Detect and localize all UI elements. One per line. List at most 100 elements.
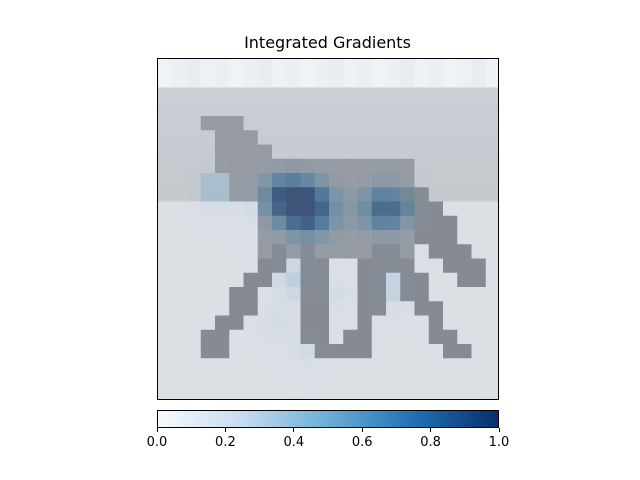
heatmap-cell <box>428 244 444 260</box>
heatmap-cell <box>471 116 487 131</box>
heatmap-cell <box>386 315 401 331</box>
heatmap-cell <box>357 158 373 174</box>
colorbar-tick-label: 0.4 <box>283 435 305 450</box>
heatmap-cell <box>471 187 487 203</box>
heatmap-cell <box>485 116 498 131</box>
heatmap-cell <box>386 158 401 174</box>
heatmap-cell <box>172 130 188 146</box>
heatmap-cell <box>300 116 316 131</box>
heatmap-cell <box>200 230 216 245</box>
heatmap-cell <box>357 59 373 74</box>
heatmap-cell <box>371 372 387 388</box>
heatmap-cell <box>229 258 245 274</box>
heatmap-cell <box>400 344 416 359</box>
heatmap-cell <box>200 201 216 217</box>
heatmap-cell <box>200 187 216 203</box>
heatmap-cell <box>471 244 487 260</box>
heatmap-cell <box>471 344 487 359</box>
colorbar-tick: 0.6 <box>342 428 382 450</box>
heatmap-cell <box>343 301 359 317</box>
colorbar-tick: 0.4 <box>274 428 314 450</box>
tick-mark <box>361 428 363 432</box>
chart-title: Integrated Gradients <box>244 33 411 52</box>
heatmap-cell <box>357 187 373 203</box>
heatmap-svg <box>158 59 498 399</box>
heatmap-cell <box>286 87 302 103</box>
heatmap-cell <box>329 258 344 274</box>
heatmap-cell <box>329 201 344 217</box>
heatmap-cell <box>443 116 458 131</box>
heatmap-cell <box>300 372 316 388</box>
heatmap-cell <box>485 87 498 103</box>
heatmap-cell <box>371 144 387 160</box>
heatmap-cell <box>158 158 173 174</box>
heatmap-cell <box>272 158 287 174</box>
heatmap-cell <box>215 144 230 160</box>
heatmap-cell <box>329 287 344 302</box>
heatmap-cell <box>172 287 188 302</box>
heatmap-cell <box>314 144 330 160</box>
heatmap-cell <box>457 258 473 274</box>
heatmap-cell <box>286 287 302 302</box>
heatmap-cell <box>329 187 344 203</box>
heatmap-cell <box>386 73 401 89</box>
heatmap-cell <box>457 59 473 74</box>
heatmap-cell <box>314 301 330 317</box>
heatmap-cell <box>371 344 387 359</box>
heatmap-cell <box>300 287 316 302</box>
heatmap-cell <box>215 329 230 345</box>
heatmap-cell <box>300 358 316 374</box>
heatmap-cell <box>471 329 487 345</box>
heatmap-cell <box>272 187 287 203</box>
heatmap-cell <box>414 59 430 74</box>
heatmap-cell <box>471 272 487 288</box>
heatmap-cell <box>457 87 473 103</box>
heatmap-cell <box>443 358 458 374</box>
heatmap-cell <box>329 73 344 89</box>
heatmap-cell <box>428 287 444 302</box>
heatmap-cell <box>329 87 344 103</box>
heatmap-cell <box>414 287 430 302</box>
heatmap-cell <box>357 272 373 288</box>
heatmap-cell <box>286 158 302 174</box>
heatmap-cell <box>343 344 359 359</box>
heatmap-cell <box>215 272 230 288</box>
heatmap-cell <box>172 101 188 117</box>
heatmap-cell <box>343 386 359 399</box>
heatmap-cell <box>371 358 387 374</box>
heatmap-cell <box>485 287 498 302</box>
heatmap-cell <box>457 130 473 146</box>
heatmap-cell <box>243 372 259 388</box>
heatmap-cell <box>357 144 373 160</box>
heatmap-cell <box>172 372 188 388</box>
heatmap-cell <box>257 315 273 331</box>
heatmap-cell <box>172 158 188 174</box>
heatmap-cell <box>443 101 458 117</box>
heatmap-cell <box>158 130 173 146</box>
heatmap-cell <box>428 329 444 345</box>
heatmap-cell <box>357 201 373 217</box>
heatmap-cell <box>272 344 287 359</box>
heatmap-cell <box>272 230 287 245</box>
heatmap-cell <box>343 173 359 188</box>
heatmap-cell <box>485 59 498 74</box>
heatmap-cell <box>485 372 498 388</box>
heatmap-cell <box>300 158 316 174</box>
heatmap-cell <box>229 215 245 231</box>
heatmap-cell <box>186 386 202 399</box>
heatmap-cell <box>443 215 458 231</box>
heatmap-cell <box>186 301 202 317</box>
heatmap-cell <box>243 230 259 245</box>
heatmap-cell <box>329 144 344 160</box>
heatmap-cell <box>457 358 473 374</box>
heatmap-cell <box>300 173 316 188</box>
heatmap-cell <box>443 287 458 302</box>
heatmap-cell <box>172 116 188 131</box>
heatmap-cell <box>357 301 373 317</box>
heatmap-cell <box>357 386 373 399</box>
heatmap-cell <box>471 301 487 317</box>
heatmap-cell <box>343 130 359 146</box>
heatmap-cell <box>286 329 302 345</box>
heatmap-cell <box>400 230 416 245</box>
heatmap-cell <box>172 215 188 231</box>
